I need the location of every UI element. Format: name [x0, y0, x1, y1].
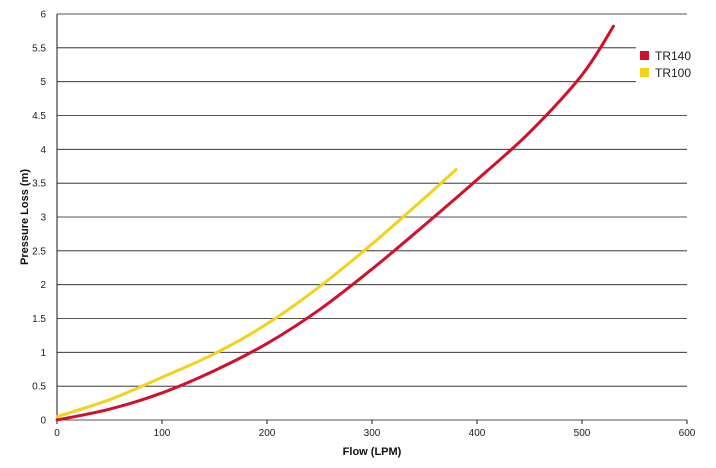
- y-tick-label: 3: [40, 213, 46, 224]
- y-tick-label: 3.5: [32, 179, 46, 190]
- legend-swatch-tr140: [640, 51, 649, 60]
- y-tick-label: 6: [40, 10, 46, 21]
- y-tick-label: 1: [40, 348, 46, 359]
- x-tick-label: 300: [364, 428, 381, 439]
- series-line-tr100: [55, 168, 458, 419]
- y-tick-label: 1.5: [32, 314, 46, 325]
- tick-labels: 0 0.5 1 1.5 2 2.5 3 3.5 4 4.5 5 5.5 6 0 100 200 300 400 50…: [32, 10, 696, 440]
- x-tick-label: 0: [54, 428, 60, 439]
- x-tick-label: 100: [154, 428, 171, 439]
- y-tick-label: 5.5: [32, 43, 46, 54]
- y-tick-label: 2: [40, 280, 46, 291]
- x-axis-label: Flow (LPM): [343, 446, 402, 458]
- y-tick-label: 0: [40, 416, 46, 427]
- y-tick-label: 4: [40, 145, 46, 156]
- axes: [56, 14, 688, 424]
- legend-label-tr100: TR100: [655, 66, 691, 80]
- legend: TR140 TR100: [636, 44, 716, 84]
- x-tick-label: 200: [259, 428, 276, 439]
- x-tick-label: 600: [679, 428, 696, 439]
- x-tick-label: 500: [574, 428, 591, 439]
- series-lines: [55, 24, 615, 422]
- y-tick-label: 2.5: [32, 246, 46, 257]
- y-tick-label: 5: [40, 77, 46, 88]
- legend-swatch-tr100: [640, 68, 649, 77]
- legend-box: [636, 44, 716, 84]
- y-tick-label: 0.5: [32, 382, 46, 393]
- y-axis-label: Pressure Loss (m): [19, 169, 31, 265]
- legend-label-tr140: TR140: [655, 49, 691, 63]
- y-tick-label: 4.5: [32, 111, 46, 122]
- x-tick-label: 400: [469, 428, 486, 439]
- series-line-tr140: [55, 24, 615, 422]
- grid-lines: [57, 13, 687, 421]
